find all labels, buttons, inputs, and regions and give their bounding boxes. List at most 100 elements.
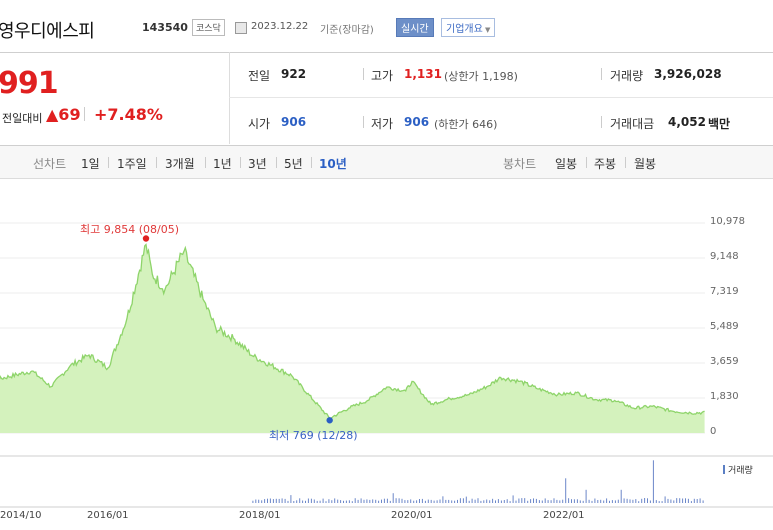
volume-bar [445, 499, 447, 503]
summary-row-divider [229, 97, 773, 98]
y-tick-label: 0 [710, 426, 717, 437]
volume-bar [430, 499, 432, 503]
volume-bar [506, 499, 508, 503]
prev-close-label: 전일 [248, 69, 271, 83]
volume-bar [573, 499, 575, 503]
volume-bar [363, 499, 365, 503]
period-5y[interactable]: 5년 [284, 157, 303, 171]
candle-weekly[interactable]: 주봉 [594, 157, 617, 171]
volume-bar [345, 500, 347, 503]
quote-basis: 기준(장마감) [320, 25, 374, 36]
volume-bar [457, 499, 458, 503]
volume-bar [401, 498, 403, 503]
volume-bar [626, 498, 628, 503]
volume-bar [541, 500, 543, 503]
volume-bar [290, 495, 292, 503]
volume-bar [544, 498, 546, 503]
volume-bar [527, 500, 529, 503]
volume-bar [670, 499, 672, 503]
volume-bar [649, 500, 651, 503]
low-label: 저가 [371, 117, 394, 131]
volume-bar [588, 499, 590, 503]
period-bar [0, 146, 773, 179]
volume-bar [690, 501, 692, 503]
line-chart-label: 선차트 [33, 157, 67, 171]
amount-label: 거래대금 [610, 117, 655, 131]
stock-code: 143540 [142, 21, 188, 34]
period-separator [625, 157, 626, 168]
volume-bar [331, 500, 333, 503]
volume-bar [509, 501, 511, 503]
volume-bar [287, 500, 289, 503]
volume-bar [483, 500, 485, 503]
period-3y[interactable]: 3년 [248, 157, 267, 171]
volume-bar [518, 498, 520, 503]
volume-bar [486, 499, 488, 503]
company-info-button[interactable]: 기업개요 ▼ [441, 18, 496, 37]
company-title: 영우디에스피 [0, 21, 95, 42]
period-separator [311, 157, 312, 168]
volume-bar [585, 489, 587, 503]
period-10y[interactable]: 10년 [319, 157, 347, 171]
period-separator [586, 157, 587, 168]
volume-bar [603, 500, 605, 503]
volume-bar [533, 498, 534, 503]
volume-bar [597, 500, 599, 503]
volume-bar [275, 498, 277, 503]
volume-bar [568, 498, 570, 503]
volume-bar [343, 500, 344, 503]
realtime-button[interactable]: 실시간 [396, 18, 434, 37]
volume-legend: 거래량 [723, 463, 753, 476]
cell-separator [363, 116, 364, 128]
volume-bar [334, 498, 336, 503]
volume-bar [614, 500, 616, 503]
y-tick-label: 7,319 [710, 286, 739, 297]
volume-bar [582, 500, 584, 503]
volume-bar [565, 478, 567, 504]
price-line [0, 243, 705, 420]
volume-bar [515, 500, 517, 503]
volume-bar [307, 498, 309, 503]
volume-bar [451, 500, 453, 503]
cell-separator [363, 68, 364, 80]
volume-bar [600, 499, 602, 503]
volume-bar [392, 493, 394, 503]
candle-daily[interactable]: 일봉 [555, 157, 578, 171]
period-separator [108, 157, 109, 168]
change-label: 전일대비 [2, 112, 43, 125]
volume-bar [661, 501, 663, 503]
calendar-icon [235, 22, 247, 34]
volume-bar [316, 500, 318, 503]
high-marker [142, 235, 150, 242]
volume-bar [398, 498, 400, 503]
period-3m[interactable]: 3개월 [165, 157, 195, 171]
volume-bar [433, 500, 435, 503]
cell-separator [601, 116, 602, 128]
volume-bar [495, 500, 496, 503]
company-info-label: 기업개요 [446, 24, 483, 35]
chevron-down-icon: ▼ [482, 26, 491, 34]
volume-bar [685, 498, 686, 503]
volume-bar [372, 499, 374, 503]
volume-bar [667, 498, 669, 503]
market-badge: 코스닥 [192, 19, 225, 36]
volume-bar [284, 498, 286, 503]
volume-bar [348, 500, 350, 503]
volume-bar [480, 500, 482, 503]
volume-bar [620, 489, 622, 503]
current-price: 991 [0, 66, 59, 101]
period-1d[interactable]: 1일 [81, 157, 100, 171]
volume-bar [474, 499, 476, 503]
period-1y[interactable]: 1년 [213, 157, 232, 171]
volume-bar [351, 501, 353, 503]
volume-bar [389, 500, 391, 503]
volume-bar [328, 499, 330, 503]
volume-bar [682, 498, 684, 503]
volume-bar [556, 499, 558, 503]
quote-summary [0, 52, 773, 146]
volume-bar [652, 460, 654, 504]
period-1w[interactable]: 1주일 [117, 157, 147, 171]
summary-divider [229, 52, 230, 144]
price-chart [0, 222, 773, 508]
candle-monthly[interactable]: 월봉 [634, 157, 657, 171]
